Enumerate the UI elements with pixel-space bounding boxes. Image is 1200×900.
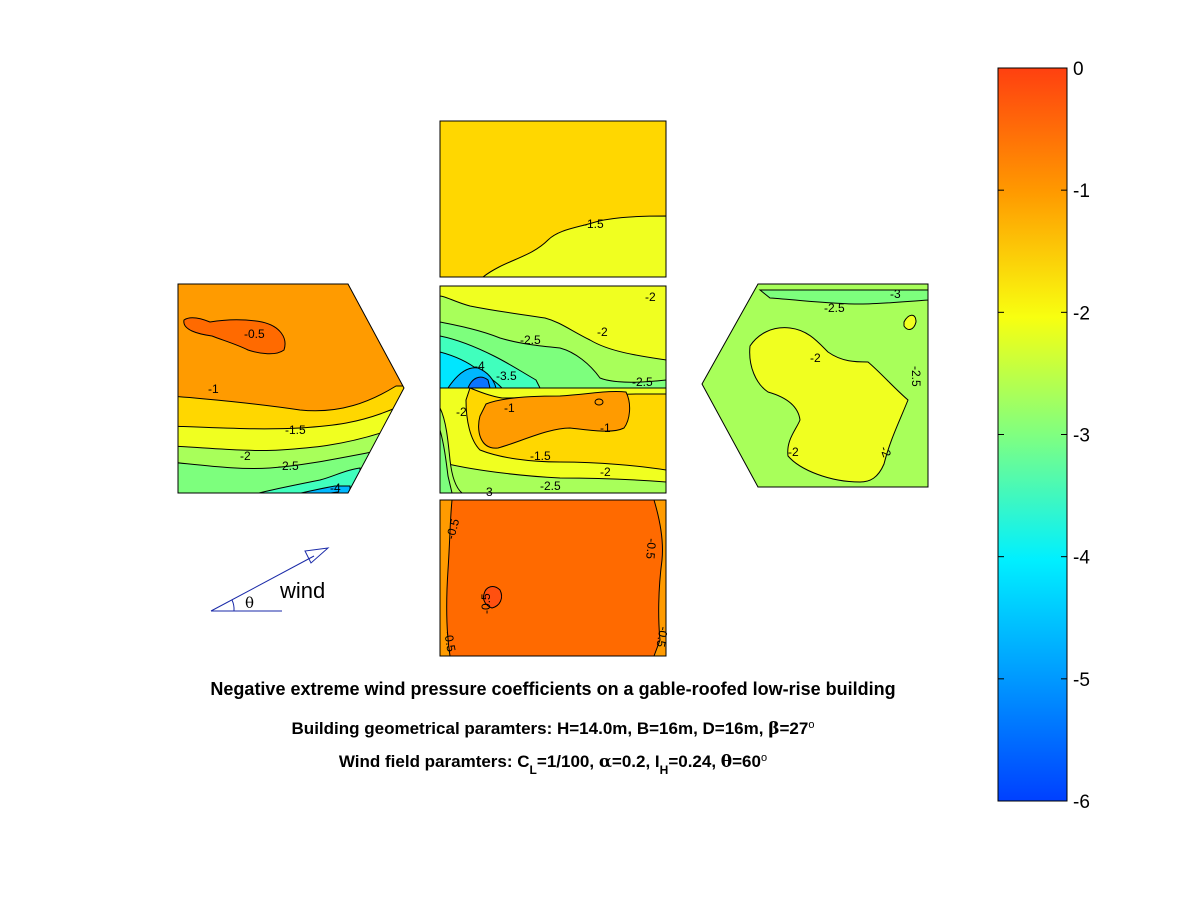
face-roof: -2 -2.5 -2 -2.5 -3.5 -4 -1 -1 -2 -1.5 -2…: [439, 285, 667, 499]
face-left-border: [177, 283, 405, 494]
colorbar-tick-label: 0: [1073, 59, 1084, 80]
face-bottom-contour-0-5: [446, 499, 663, 657]
wind-arrow-shaft: [210, 555, 315, 612]
roof-label-2-c: -2: [456, 405, 467, 419]
roof-label-2-5-c: -2.5: [540, 479, 561, 493]
face-right-label-2-b: -2: [788, 445, 799, 459]
colorbar-tick-label: -6: [1073, 792, 1090, 813]
wind-indicator: θ wind: [210, 547, 330, 612]
face-right-label-2-c: -2: [877, 444, 894, 459]
face-right-label-2-5-b: -2.5: [909, 366, 923, 387]
face-top: -1.5: [439, 120, 667, 278]
face-bottom-spot: [483, 586, 503, 609]
roof-label-1-b: -1: [600, 421, 611, 435]
roof-label-1-5: -1.5: [530, 449, 551, 463]
roof-label-3: -3: [482, 485, 493, 499]
roof-label-2-5-b: -2.5: [632, 375, 653, 389]
roof-label-2-b: -2: [597, 325, 608, 339]
wind-angle-symbol: θ: [245, 594, 254, 612]
face-left-label-1: -1: [208, 382, 219, 396]
face-left-label-4: -4: [330, 481, 341, 495]
face-right-label-2-a: -2: [810, 351, 821, 365]
roof-label-1-a: -1: [504, 401, 515, 415]
face-left-label-1-5: -1.5: [285, 423, 306, 437]
roof-label-2-5-a: -2.5: [520, 333, 541, 347]
face-top-label: -1.5: [583, 217, 604, 231]
geometry-subtitle: Building geometrical paramters: H=14.0m,…: [292, 719, 815, 739]
colorbar-tick-label: -4: [1073, 548, 1090, 569]
face-right-border: [701, 283, 929, 488]
face-left-label-0-5: -0.5: [244, 327, 265, 341]
face-bottom-label-e: -0.5: [479, 593, 493, 614]
face-right-label-2-5-a: -2.5: [824, 301, 845, 315]
roof-border: [439, 285, 667, 494]
face-top-contour-1-5: [481, 215, 667, 278]
face-left-gable: -0.5 -1 -1.5 -2 -2.5 -4: [177, 283, 405, 495]
colorbar-tick-label: -2: [1073, 303, 1090, 324]
colorbar-tick-label: -3: [1073, 426, 1090, 447]
wind-arrow-head-icon: [304, 547, 330, 564]
colorbar: 0 -1 -2 -3 -4 -5 -6: [997, 59, 1090, 813]
roof-label-2-d: -2: [600, 465, 611, 479]
roof-label-4: -4: [474, 359, 485, 373]
face-bottom: -0.5 -0.5 -0.5 -0.5 -0.5: [439, 499, 671, 657]
face-right-gable: -3 -2.5 -2 -2.5 -2 -2: [701, 283, 929, 488]
face-bottom-border: [439, 499, 667, 657]
face-bottom-label-c: -0.5: [441, 630, 458, 653]
colorbar-ticks: 0 -1 -2 -3 -4 -5 -6: [998, 59, 1090, 813]
roof-label-2-a: -2: [645, 290, 656, 304]
face-left-label-2-5: -2.5: [278, 459, 299, 473]
colorbar-tick-label: -5: [1073, 670, 1090, 691]
face-top-border: [439, 120, 667, 278]
face-left-label-2: -2: [240, 449, 251, 463]
colorbar-gradient: [997, 67, 1068, 802]
wind-angle-arc: [231, 599, 235, 612]
roof-label-3-5: -3.5: [496, 369, 517, 383]
face-bottom-label-a: -0.5: [443, 517, 462, 541]
wind-field-subtitle: Wind field paramters: CL=1/100, α=0.2, I…: [339, 752, 767, 777]
face-right-label-3: -3: [890, 287, 901, 301]
wind-label: wind: [279, 578, 325, 603]
face-bottom-label-b: -0.5: [643, 538, 659, 560]
colorbar-tick-label: -1: [1073, 181, 1090, 202]
chart-title: Negative extreme wind pressure coefficie…: [210, 679, 895, 699]
